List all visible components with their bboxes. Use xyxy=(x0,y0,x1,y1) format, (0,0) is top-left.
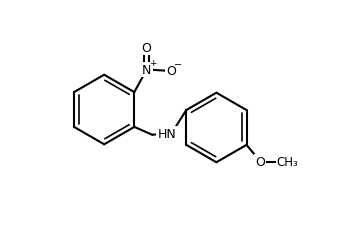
Text: O: O xyxy=(142,41,152,55)
Text: N: N xyxy=(142,64,151,77)
Text: CH₃: CH₃ xyxy=(277,155,298,169)
Text: +: + xyxy=(150,58,157,68)
Text: O: O xyxy=(166,65,176,78)
Text: HN: HN xyxy=(157,128,176,141)
Text: O: O xyxy=(255,155,265,169)
Text: −: − xyxy=(175,59,183,69)
